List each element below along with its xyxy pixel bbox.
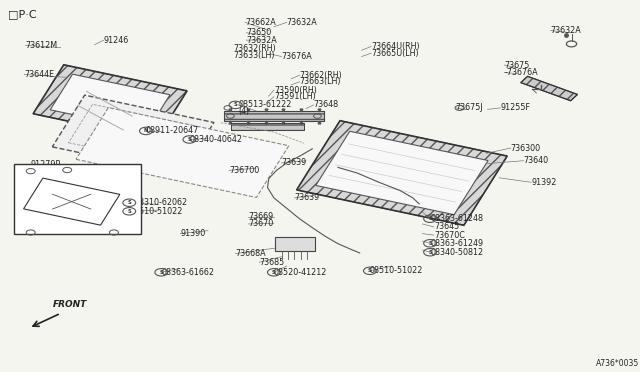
Text: 73640: 73640 — [524, 156, 548, 165]
Text: 91279M: 91279M — [82, 197, 115, 206]
Text: 73670: 73670 — [248, 219, 273, 228]
Text: 73590(RH): 73590(RH) — [274, 86, 317, 94]
Text: 91275: 91275 — [35, 197, 61, 206]
Polygon shape — [50, 74, 170, 131]
Text: (4): (4) — [238, 107, 249, 116]
Text: 91255F: 91255F — [500, 103, 531, 112]
Text: 73662(RH): 73662(RH) — [300, 71, 342, 80]
Text: S: S — [127, 209, 131, 214]
Text: 73591(LH): 73591(LH) — [274, 92, 316, 101]
Text: 73663(LH): 73663(LH) — [300, 77, 341, 86]
Text: □P·C: □P·C — [8, 9, 37, 19]
Text: 08363-61248: 08363-61248 — [430, 214, 483, 223]
Text: S: S — [234, 102, 237, 108]
Text: 73665U(LH): 73665U(LH) — [371, 49, 419, 58]
Text: 73645: 73645 — [434, 222, 459, 231]
Text: 73648: 73648 — [314, 100, 339, 109]
Text: 08510-51022: 08510-51022 — [129, 207, 182, 216]
Text: 73662A: 73662A — [245, 18, 276, 27]
Text: 08310-62062: 08310-62062 — [134, 198, 188, 207]
Text: 73612M: 73612M — [26, 41, 58, 50]
Text: 08510-51022: 08510-51022 — [370, 266, 423, 275]
Text: FRONT: FRONT — [52, 300, 87, 309]
Text: 08363-61662: 08363-61662 — [161, 268, 214, 277]
Polygon shape — [52, 95, 214, 174]
Text: 08363-61249: 08363-61249 — [430, 239, 483, 248]
Text: 73632A: 73632A — [550, 26, 581, 35]
Text: 08911-20647: 08911-20647 — [146, 126, 199, 135]
Text: S: S — [428, 216, 432, 221]
Text: 91255: 91255 — [61, 216, 86, 225]
Text: 08340-40642: 08340-40642 — [189, 135, 243, 144]
Text: 73676A: 73676A — [282, 52, 312, 61]
Text: A736*0035: A736*0035 — [595, 359, 639, 368]
Text: 73685: 73685 — [259, 258, 284, 267]
Polygon shape — [24, 178, 120, 225]
Text: 73670C: 73670C — [434, 231, 465, 240]
Text: 73632A: 73632A — [287, 18, 317, 27]
Bar — [275, 237, 315, 251]
Text: 91255E: 91255E — [27, 167, 58, 176]
Text: 08520-41212: 08520-41212 — [274, 268, 327, 277]
Text: 73664U(RH): 73664U(RH) — [371, 42, 420, 51]
Text: 08513-61222: 08513-61222 — [238, 100, 291, 109]
Text: 91392: 91392 — [531, 178, 557, 187]
Text: 08340-50812: 08340-50812 — [430, 248, 483, 257]
Text: S: S — [159, 270, 163, 275]
Text: S: S — [368, 268, 372, 273]
Text: 73632(RH): 73632(RH) — [234, 44, 276, 53]
Text: 73650: 73650 — [246, 28, 271, 37]
Text: S: S — [428, 241, 432, 246]
Polygon shape — [297, 121, 507, 225]
Text: 91279P: 91279P — [31, 160, 61, 169]
Text: 73639: 73639 — [294, 193, 319, 202]
Text: 736700: 736700 — [229, 166, 259, 175]
Text: 73632A: 73632A — [246, 36, 277, 45]
Polygon shape — [231, 123, 305, 130]
Text: S: S — [272, 270, 276, 275]
Polygon shape — [225, 112, 323, 121]
Polygon shape — [76, 108, 289, 198]
Bar — [14, 164, 141, 234]
Text: 91390: 91390 — [180, 229, 205, 238]
Polygon shape — [521, 76, 577, 101]
Text: S: S — [428, 250, 432, 255]
Text: 736300: 736300 — [511, 144, 541, 153]
Text: N: N — [143, 128, 148, 134]
Text: -73676A: -73676A — [504, 68, 538, 77]
Text: 73639: 73639 — [282, 158, 307, 167]
Polygon shape — [33, 65, 187, 140]
Text: 73669: 73669 — [248, 212, 273, 221]
Text: 73668A: 73668A — [236, 249, 266, 258]
Polygon shape — [316, 131, 488, 215]
Text: 73675: 73675 — [504, 61, 530, 70]
Text: 73644E: 73644E — [24, 70, 54, 79]
Text: 73675J: 73675J — [456, 103, 483, 112]
Text: S: S — [127, 200, 131, 205]
Text: 73633(LH): 73633(LH) — [234, 51, 275, 60]
Text: S: S — [188, 137, 191, 142]
Text: 91246: 91246 — [104, 36, 129, 45]
